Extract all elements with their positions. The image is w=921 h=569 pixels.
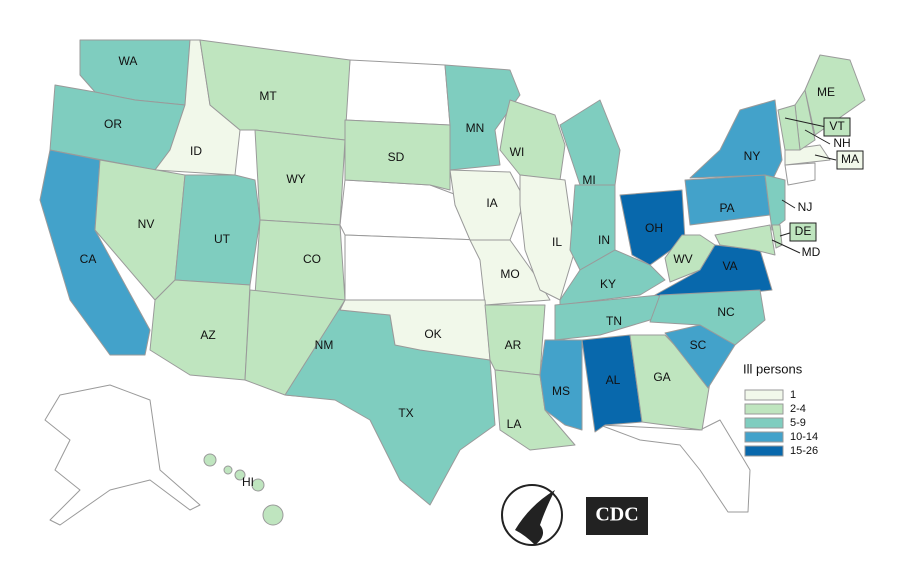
state-shape [629, 334, 711, 431]
state-shape [599, 419, 751, 513]
state-label: VT [829, 119, 845, 133]
state-label: AL [606, 373, 621, 387]
state-label: NV [138, 217, 155, 231]
state-label: NM [315, 338, 334, 352]
state-label: WA [119, 54, 138, 68]
state-label: TX [398, 406, 413, 420]
legend-swatch [744, 403, 784, 415]
legend-swatch [744, 431, 784, 443]
legend-label: 1 [790, 389, 796, 401]
state-shape [519, 174, 576, 301]
hhs-logo [501, 484, 563, 546]
state-label: OK [424, 327, 441, 341]
state-shape [714, 224, 776, 256]
state-label: IA [486, 196, 497, 210]
state-label: IN [598, 233, 610, 247]
state-shape [619, 189, 686, 266]
legend-swatch [744, 417, 784, 429]
state-label: MN [466, 121, 485, 135]
state-shape [469, 239, 551, 306]
state-label: IL [552, 235, 562, 249]
state-shape [344, 59, 451, 126]
alaska [44, 384, 201, 526]
leader-line [814, 154, 837, 161]
leader-line [781, 199, 796, 209]
state-label: MS [552, 384, 570, 398]
state-shape [344, 119, 451, 191]
state-label: GA [653, 370, 670, 384]
island [223, 465, 233, 475]
state-label: VA [722, 259, 737, 273]
state-label: UT [214, 232, 231, 246]
state-shape [689, 99, 783, 186]
leader-line [784, 117, 827, 128]
state-label: SC [690, 338, 707, 352]
state-shape [499, 99, 566, 181]
state-label: CA [80, 252, 97, 266]
state-label: PA [719, 201, 734, 215]
labels: WA OR CA ID NV MT WY UT AZ CO NM SD TX MN IA MO OK AR LA WI… [80, 54, 864, 489]
state-label: ID [190, 144, 202, 158]
state-label: CO [303, 252, 321, 266]
state-label: WV [673, 252, 692, 266]
state-label: AZ [200, 328, 215, 342]
state-shape [804, 54, 866, 136]
state-label: TN [606, 314, 622, 328]
island [234, 469, 246, 481]
state-shape [559, 99, 621, 186]
state-label: SD [388, 150, 405, 164]
island [262, 504, 284, 526]
state-label: NJ [798, 200, 813, 214]
island [203, 453, 217, 467]
state-shape [764, 174, 786, 231]
state-label: NC [717, 305, 735, 319]
state-shape [344, 234, 486, 301]
state-label: WY [286, 172, 305, 186]
state-label: MD [802, 245, 821, 259]
legend-title: Ill persons [743, 361, 803, 376]
state-label: ME [817, 85, 835, 99]
label-box [836, 150, 864, 170]
state-label: WI [510, 145, 525, 159]
state-shape [664, 324, 736, 389]
state-shape [149, 279, 251, 381]
legend-label: 10-14 [790, 431, 818, 443]
leader-line [771, 239, 801, 254]
state-shape [444, 64, 521, 171]
label-box [789, 222, 817, 242]
state-label: MT [259, 89, 277, 103]
state-label: AR [505, 338, 522, 352]
legend: 1 2-4 5-9 10-14 15-26 [744, 389, 818, 457]
legend-label: 2-4 [790, 403, 806, 415]
state-label: OR [104, 117, 122, 131]
state-label: MI [582, 173, 595, 187]
states [39, 39, 866, 526]
legend-swatch [744, 389, 784, 401]
cdc-text: CDC [595, 504, 638, 526]
label-box [823, 117, 851, 137]
state-label: HI [242, 475, 254, 489]
state-shape [777, 104, 801, 151]
state-label: OH [645, 221, 663, 235]
legend-label: 15-26 [790, 445, 818, 457]
legend-label: 5-9 [790, 417, 806, 429]
state-shape [174, 174, 261, 286]
state-shape [784, 162, 816, 186]
state-label: DE [795, 224, 812, 238]
state-label: MA [841, 152, 859, 166]
state-label: KY [600, 277, 616, 291]
leader-line [804, 129, 831, 145]
state-label: MO [500, 267, 519, 281]
island [251, 478, 265, 492]
state-shape [581, 334, 643, 433]
state-shape [254, 219, 346, 301]
cdc-logo: CDC [586, 497, 648, 535]
state-shape [684, 174, 771, 226]
state-label: NH [833, 136, 850, 150]
state-label: LA [507, 417, 522, 431]
state-label: NY [744, 149, 761, 163]
legend-swatch [744, 445, 784, 457]
